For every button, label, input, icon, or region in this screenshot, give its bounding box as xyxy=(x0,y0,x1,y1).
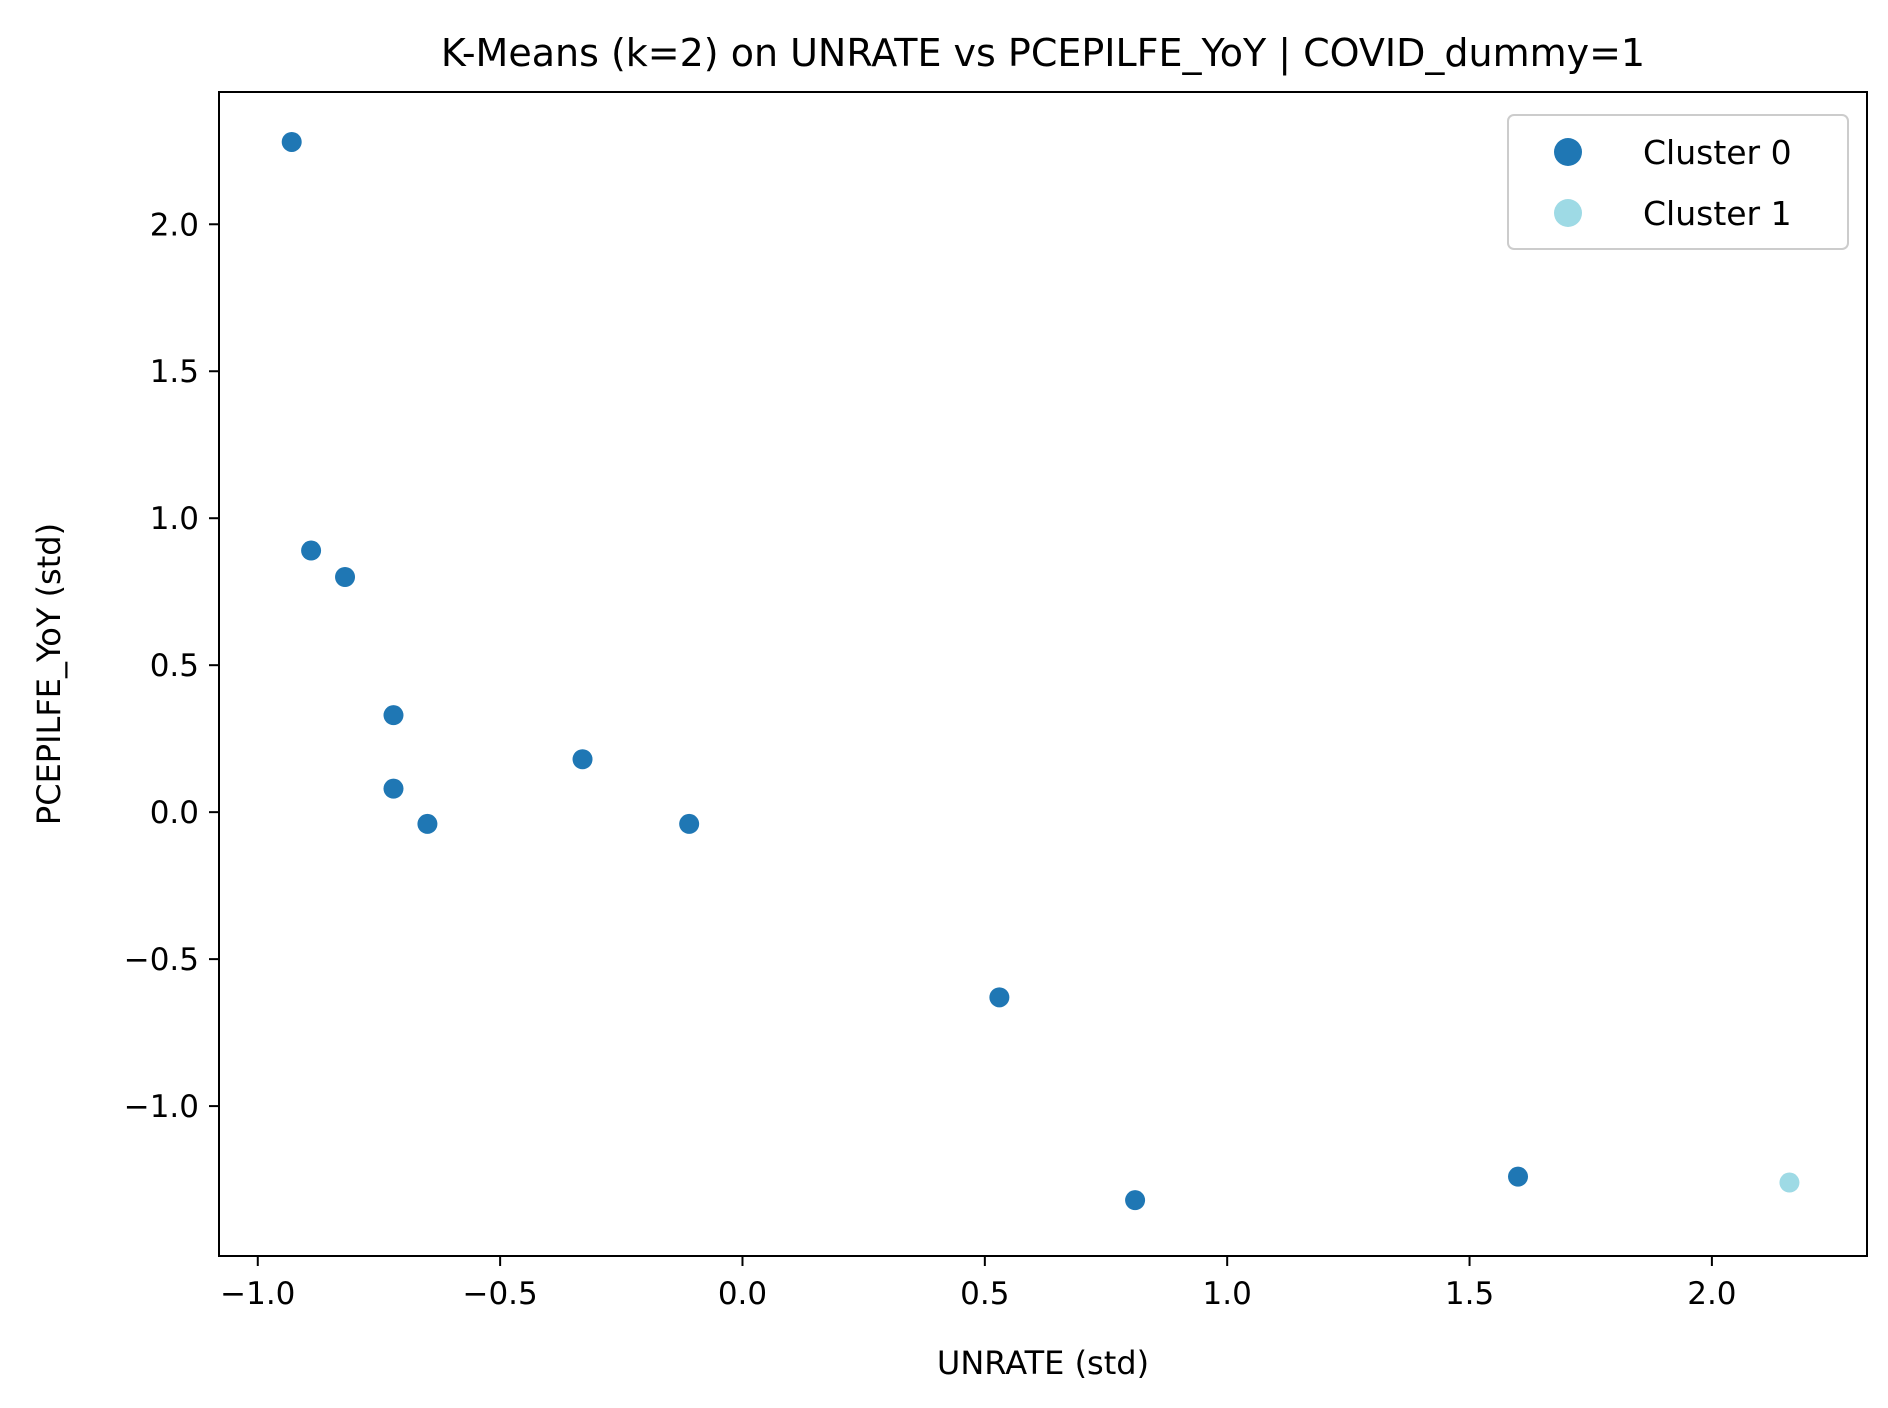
x-tick-label: −0.5 xyxy=(462,1276,537,1312)
y-tick-label: 0.5 xyxy=(150,648,199,684)
legend-marker-cluster-0 xyxy=(1554,138,1582,166)
y-tick-label: −0.5 xyxy=(124,942,199,978)
cluster-0-point xyxy=(417,814,437,834)
x-tick-label: 1.0 xyxy=(1203,1276,1252,1312)
y-tick-label: −1.0 xyxy=(124,1089,199,1125)
y-tick-label: 2.0 xyxy=(150,207,199,243)
cluster-0-point xyxy=(1125,1190,1145,1210)
legend-marker-cluster-1 xyxy=(1554,199,1582,227)
legend-label-cluster-0: Cluster 0 xyxy=(1643,133,1792,172)
cluster-0-point xyxy=(335,567,355,587)
cluster-0-point xyxy=(989,987,1009,1007)
legend: Cluster 0 Cluster 1 xyxy=(1508,115,1848,249)
x-tick-label: 2.0 xyxy=(1687,1276,1736,1312)
x-tick-label: −1.0 xyxy=(220,1276,295,1312)
chart-title: K-Means (k=2) on UNRATE vs PCEPILFE_YoY … xyxy=(441,31,1645,76)
cluster-0-point xyxy=(282,132,302,152)
cluster-1-point xyxy=(1779,1173,1799,1193)
legend-label-cluster-1: Cluster 1 xyxy=(1643,194,1792,233)
y-tick-label: 1.0 xyxy=(150,501,199,537)
cluster-0-point xyxy=(573,749,593,769)
cluster-0-point xyxy=(1508,1167,1528,1187)
x-tick-label: 1.5 xyxy=(1445,1276,1494,1312)
x-tick-label: 0.5 xyxy=(960,1276,1009,1312)
x-axis-label: UNRATE (std) xyxy=(937,1344,1149,1382)
y-tick-label: 1.5 xyxy=(150,354,199,390)
x-tick-label: 0.0 xyxy=(718,1276,767,1312)
y-tick-label: 0.0 xyxy=(150,795,199,831)
y-axis-label: PCEPILFE_YoY (std) xyxy=(30,523,68,825)
cluster-0-point xyxy=(383,705,403,725)
cluster-0-point xyxy=(383,779,403,799)
cluster-0-point xyxy=(679,814,699,834)
cluster-0-point xyxy=(301,541,321,561)
